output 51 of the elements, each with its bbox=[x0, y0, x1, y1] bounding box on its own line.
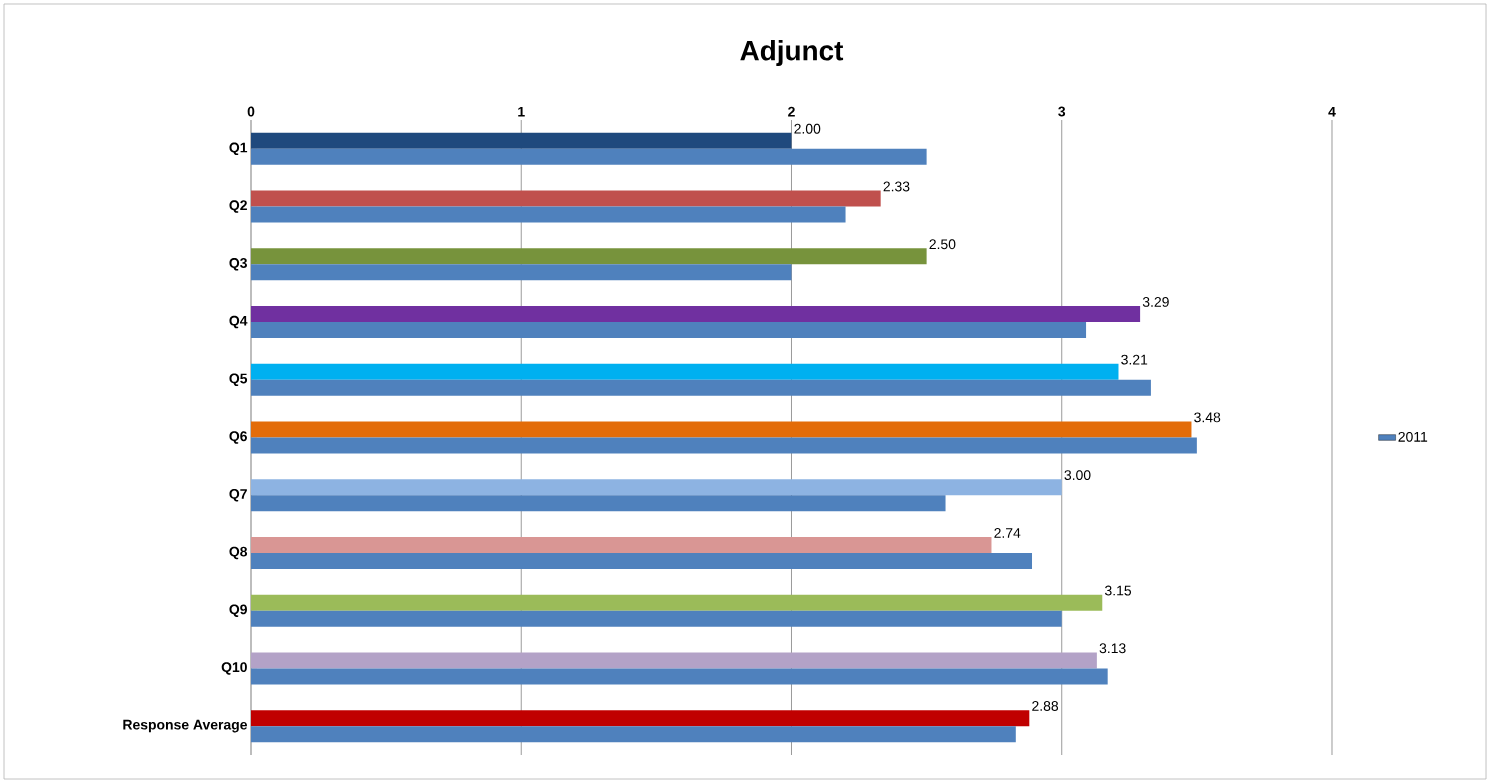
bar bbox=[251, 322, 1087, 339]
y-tick-label: Q2 bbox=[229, 200, 247, 213]
bar bbox=[251, 206, 846, 223]
data-label: 3.21 bbox=[1121, 354, 1148, 365]
bar bbox=[251, 495, 946, 512]
bar bbox=[251, 132, 792, 149]
data-label: 2.00 bbox=[794, 123, 821, 134]
data-label: 3.13 bbox=[1099, 643, 1126, 654]
bar bbox=[251, 594, 1103, 611]
y-tick-label: Q1 bbox=[229, 142, 248, 156]
bar bbox=[251, 652, 1097, 669]
y-tick-label: Q3 bbox=[229, 258, 247, 271]
data-label: 2.50 bbox=[929, 239, 956, 250]
y-tick-label: Q10 bbox=[221, 662, 247, 675]
x-tick-label: 4 bbox=[1328, 106, 1336, 117]
data-label: 3.00 bbox=[1064, 470, 1091, 481]
y-tick-label: Q8 bbox=[229, 546, 248, 560]
bar bbox=[251, 726, 1016, 743]
bar bbox=[251, 363, 1119, 380]
bar bbox=[251, 479, 1062, 496]
data-label: 2.33 bbox=[883, 181, 910, 192]
bar bbox=[251, 148, 927, 165]
bar bbox=[251, 306, 1141, 323]
data-label: 2.74 bbox=[994, 528, 1021, 538]
bar bbox=[251, 610, 1062, 627]
bar bbox=[251, 710, 1030, 727]
bar bbox=[251, 437, 1197, 454]
x-tick-label: 2 bbox=[788, 106, 795, 117]
bar bbox=[251, 552, 1033, 569]
bar bbox=[251, 536, 992, 553]
legend-label: 2011 bbox=[1398, 431, 1428, 442]
y-tick-label: Q5 bbox=[229, 373, 248, 387]
data-label: 3.29 bbox=[1142, 296, 1169, 307]
bar bbox=[251, 190, 881, 207]
bar bbox=[251, 668, 1108, 685]
chart-title: Adjunct bbox=[740, 40, 844, 67]
y-tick-label: Q4 bbox=[229, 315, 248, 329]
data-label: 3.15 bbox=[1105, 585, 1132, 596]
y-tick-label: Response Average bbox=[123, 719, 247, 733]
y-tick-label: Q7 bbox=[229, 488, 247, 502]
x-tick-label: 0 bbox=[247, 106, 255, 117]
y-tick-label: Q9 bbox=[229, 604, 247, 617]
x-tick-label: 1 bbox=[518, 106, 525, 117]
data-label: 2.88 bbox=[1032, 701, 1059, 711]
data-label: 3.48 bbox=[1194, 412, 1221, 423]
bar bbox=[251, 264, 792, 281]
bar bbox=[251, 379, 1151, 396]
bar bbox=[251, 248, 927, 265]
x-tick-label: 3 bbox=[1058, 106, 1066, 117]
y-tick-label: Q6 bbox=[229, 431, 247, 444]
bar bbox=[251, 421, 1192, 438]
